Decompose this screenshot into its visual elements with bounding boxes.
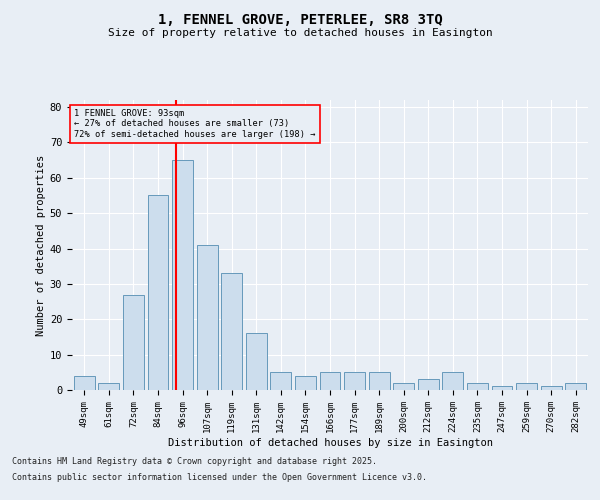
Bar [320, 372, 340, 390]
Text: Contains public sector information licensed under the Open Government Licence v3: Contains public sector information licen… [12, 472, 427, 482]
Bar [442, 372, 463, 390]
Bar [541, 386, 562, 390]
Bar [197, 245, 218, 390]
Text: Contains HM Land Registry data © Crown copyright and database right 2025.: Contains HM Land Registry data © Crown c… [12, 458, 377, 466]
Y-axis label: Number of detached properties: Number of detached properties [35, 154, 46, 336]
Text: 1 FENNEL GROVE: 93sqm
← 27% of detached houses are smaller (73)
72% of semi-deta: 1 FENNEL GROVE: 93sqm ← 27% of detached … [74, 109, 316, 138]
Bar [295, 376, 316, 390]
Bar [123, 294, 144, 390]
Bar [246, 334, 267, 390]
Bar [98, 383, 119, 390]
Bar [467, 383, 488, 390]
Bar [221, 274, 242, 390]
X-axis label: Distribution of detached houses by size in Easington: Distribution of detached houses by size … [167, 438, 493, 448]
Bar [368, 372, 389, 390]
Bar [172, 160, 193, 390]
Bar [271, 372, 292, 390]
Bar [565, 383, 586, 390]
Bar [74, 376, 95, 390]
Bar [393, 383, 414, 390]
Text: 1, FENNEL GROVE, PETERLEE, SR8 3TQ: 1, FENNEL GROVE, PETERLEE, SR8 3TQ [158, 12, 442, 26]
Bar [148, 196, 169, 390]
Bar [344, 372, 365, 390]
Bar [491, 386, 512, 390]
Bar [516, 383, 537, 390]
Bar [418, 380, 439, 390]
Text: Size of property relative to detached houses in Easington: Size of property relative to detached ho… [107, 28, 493, 38]
